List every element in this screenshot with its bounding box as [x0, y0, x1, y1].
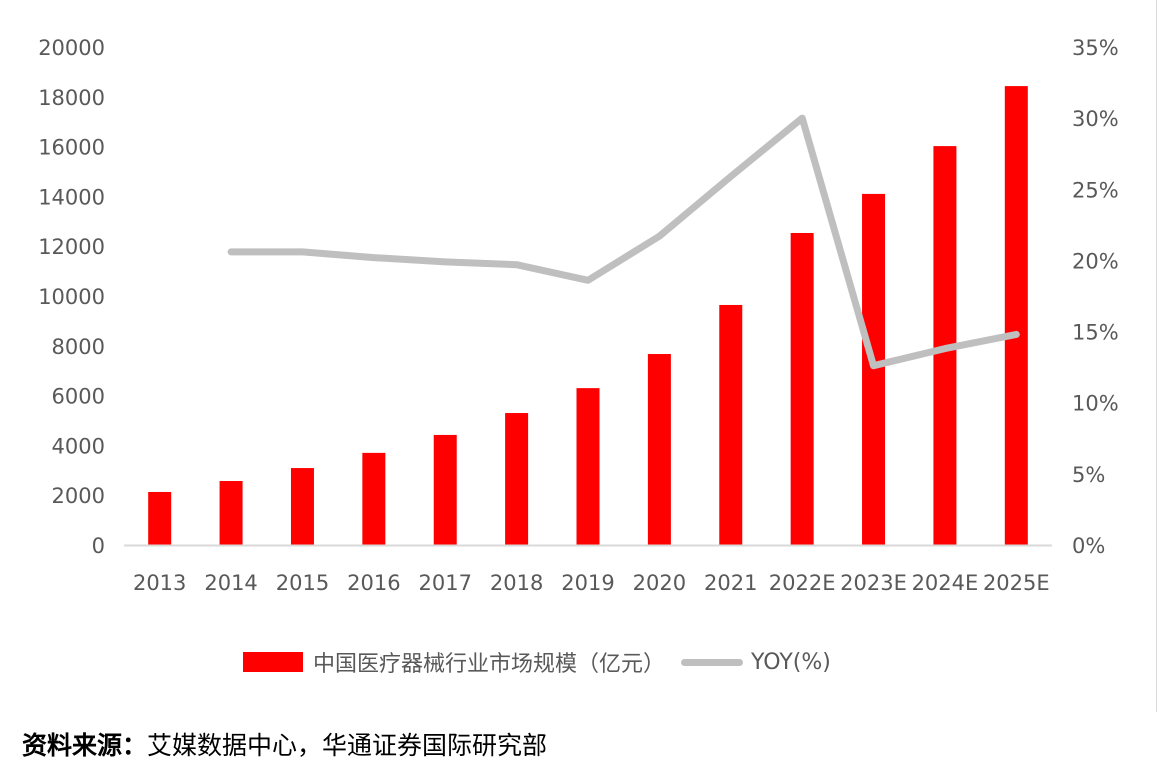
x-tick-label: 2016 — [347, 571, 400, 595]
left-tick-label: 18000 — [38, 86, 105, 110]
x-tick-label: 2015 — [276, 571, 329, 595]
right-tick-label: 20% — [1072, 249, 1119, 273]
legend-line-label: YOY(%) — [751, 649, 831, 675]
bar-2016 — [362, 452, 386, 545]
bar-2017 — [433, 434, 457, 545]
left-tick-label: 2000 — [52, 484, 105, 508]
x-tick-label: 2019 — [561, 571, 614, 595]
left-tick-label: 4000 — [52, 434, 105, 458]
bar-2020 — [647, 354, 671, 545]
x-tick-label: 2017 — [419, 571, 472, 595]
legend-bar-swatch — [243, 652, 303, 672]
x-tick-label: 2024E — [912, 571, 979, 595]
source-note: 资料来源：艾媒数据中心，华通证券国际研究部 — [22, 726, 547, 762]
left-tick-label: 14000 — [38, 185, 105, 209]
bar-2021 — [719, 304, 743, 545]
legend-line-swatch — [681, 658, 744, 666]
left-tick-label: 16000 — [38, 136, 105, 160]
right-tick-label: 10% — [1072, 392, 1119, 416]
combo-chart: 0 2000 4000 6000 8000 10000 12000 14000 16000 180… — [38, 36, 1119, 595]
source-text: 艾媒数据中心，华通证券国际研究部 — [147, 731, 548, 760]
right-tick-label: 25% — [1072, 178, 1119, 202]
source-prefix: 资料来源： — [22, 731, 148, 760]
legend-bar-label: 中国医疗器械行业市场规模（亿元） — [313, 652, 666, 677]
left-tick-label: 10000 — [38, 285, 105, 309]
left-tick-label: 8000 — [52, 335, 105, 359]
bar-2025E — [1004, 86, 1028, 545]
bar-2015 — [290, 468, 314, 545]
left-tick-label: 0 — [92, 534, 105, 558]
left-tick-label: 20000 — [38, 36, 105, 60]
right-tick-label: 15% — [1072, 321, 1119, 345]
bar-2019 — [576, 388, 600, 545]
bar-2018 — [505, 413, 529, 545]
bar-2014 — [219, 481, 243, 545]
legend: 中国医疗器械行业市场规模（亿元） YOY(%) — [243, 644, 831, 680]
right-tick-label: 0% — [1072, 534, 1105, 558]
x-tick-label: 2022E — [769, 571, 836, 595]
left-tick-label: 6000 — [52, 385, 105, 409]
right-tick-label: 30% — [1072, 107, 1119, 131]
yoy-line-series — [227, 114, 1020, 370]
bar-2022E — [790, 233, 814, 546]
bar-2023E — [862, 193, 886, 545]
x-tick-label: 2014 — [204, 571, 257, 595]
x-axis-ticks: 2013 2014 2015 2016 2017 2018 2019 2020 2021 2022… — [133, 571, 1050, 595]
x-tick-label: 2018 — [490, 571, 543, 595]
x-tick-label: 2021 — [704, 571, 757, 595]
x-tick-label: 2020 — [633, 571, 686, 595]
right-tick-label: 5% — [1072, 463, 1105, 487]
bar-2013 — [148, 491, 172, 545]
right-tick-label: 35% — [1072, 36, 1119, 60]
x-tick-label: 2023E — [840, 571, 907, 595]
right-axis-ticks: 0% 5% 10% 15% 20% 25% 30% 35% — [1072, 36, 1119, 558]
right-border — [1156, 0, 1157, 712]
x-tick-label: 2013 — [133, 571, 186, 595]
left-tick-label: 12000 — [38, 235, 105, 259]
x-tick-label: 2025E — [983, 571, 1050, 595]
left-axis-ticks: 0 2000 4000 6000 8000 10000 12000 14000 16000 180… — [38, 36, 105, 558]
bar-series — [148, 86, 1028, 546]
